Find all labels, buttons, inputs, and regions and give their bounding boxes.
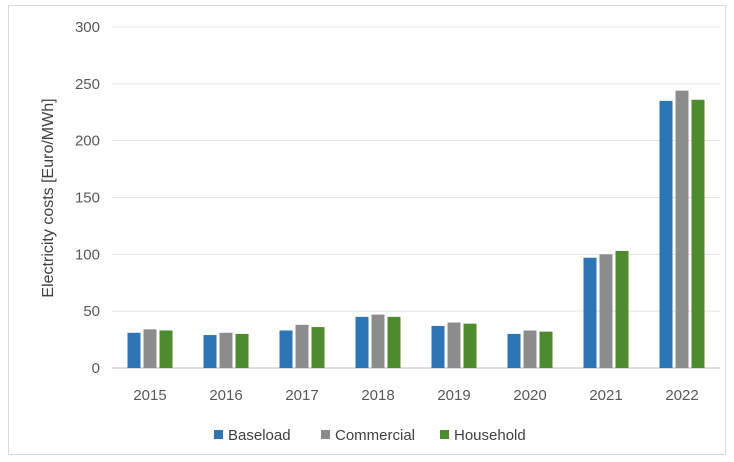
bars	[127, 90, 705, 369]
y-tick-label: 200	[75, 133, 100, 150]
bar-household-2019	[463, 323, 477, 368]
bar-commercial-2020	[523, 330, 537, 368]
bar-commercial-2022	[675, 90, 689, 369]
y-axis-label: Electricity costs [Euro/MWh]	[40, 98, 57, 297]
bar-household-2018	[387, 316, 401, 368]
bar-household-2015	[159, 330, 173, 368]
bar-household-2021	[615, 250, 629, 368]
bar-commercial-2019	[447, 322, 461, 368]
bar-baseload-2018	[355, 316, 369, 368]
bar-baseload-2019	[431, 325, 445, 368]
bar-baseload-2022	[659, 100, 673, 368]
x-tick-label: 2017	[285, 387, 318, 404]
bar-commercial-2021	[599, 254, 613, 368]
bar-commercial-2018	[371, 314, 385, 368]
legend-label-baseload: Baseload	[228, 427, 291, 444]
y-tick-label: 50	[83, 303, 100, 320]
bar-baseload-2021	[583, 257, 597, 368]
legend-label-commercial: Commercial	[335, 427, 415, 444]
bar-household-2022	[691, 99, 705, 368]
x-tick-label: 2022	[665, 387, 698, 404]
x-axis-ticks: 2015 2016 2017 2018 2019 2020 2021 2022	[133, 387, 698, 404]
legend: Baseload Commercial Household	[214, 427, 526, 444]
y-tick-label: 0	[92, 360, 100, 377]
bar-baseload-2020	[507, 333, 521, 368]
gridlines	[112, 26, 720, 369]
y-tick-label: 150	[75, 190, 100, 207]
x-tick-label: 2016	[209, 387, 242, 404]
bar-commercial-2017	[295, 324, 309, 368]
bar-baseload-2017	[279, 330, 293, 368]
chart-frame	[8, 5, 726, 455]
legend-swatch-household	[440, 430, 449, 439]
y-tick-label: 250	[75, 76, 100, 93]
bar-household-2017	[311, 327, 325, 368]
bar-baseload-2015	[127, 332, 141, 368]
x-tick-label: 2018	[361, 387, 394, 404]
bar-household-2020	[539, 331, 553, 368]
x-tick-label: 2021	[589, 387, 622, 404]
bar-household-2016	[235, 333, 249, 368]
legend-swatch-baseload	[214, 430, 223, 439]
x-tick-label: 2015	[133, 387, 166, 404]
bar-commercial-2015	[143, 329, 157, 368]
legend-label-household: Household	[454, 427, 526, 444]
x-tick-label: 2019	[437, 387, 470, 404]
bar-commercial-2016	[219, 332, 233, 368]
y-axis-ticks: 0 50 100 150 200 250 300	[75, 19, 100, 377]
y-tick-label: 300	[75, 19, 100, 36]
y-tick-label: 100	[75, 246, 100, 263]
bar-baseload-2016	[203, 335, 217, 368]
x-tick-label: 2020	[513, 387, 546, 404]
legend-swatch-commercial	[321, 430, 330, 439]
